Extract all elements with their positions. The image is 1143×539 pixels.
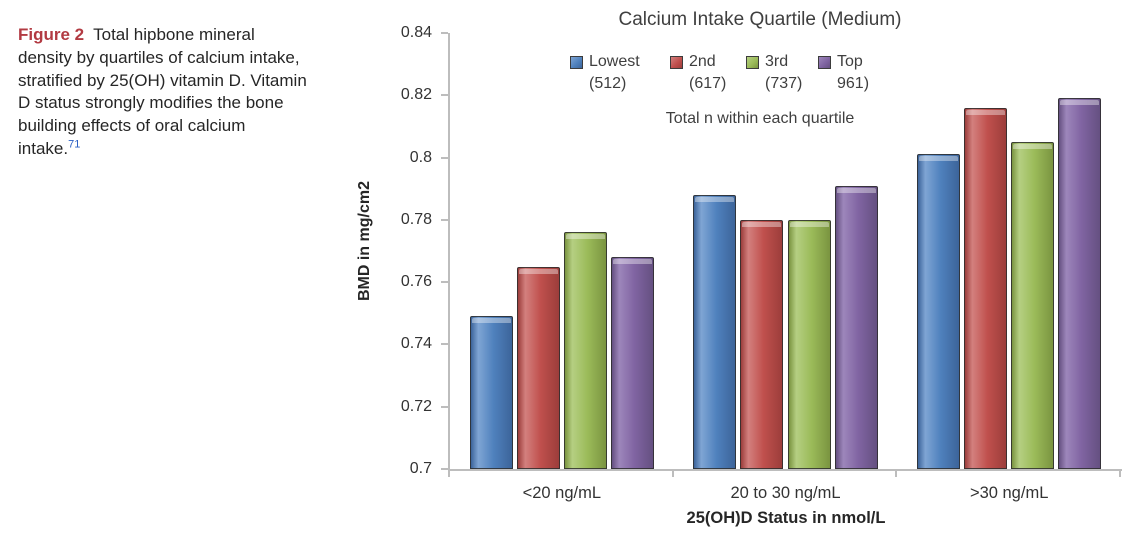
legend-item-lowest: Lowest (512) [570,51,670,95]
y-tick-label: 0.8 [409,148,432,166]
legend-note: Total n within each quartile [665,110,855,127]
bar-2nd--30-ng-ml [964,107,1008,469]
y-tick-label: 0.78 [400,210,432,228]
x-tick-mark [1119,469,1121,477]
y-tick-mark [441,32,448,34]
y-tick-mark [441,218,448,221]
y-tick-mark [441,156,448,159]
y-tick-mark [441,94,448,97]
y-tick-mark [441,281,448,284]
bar-3rd--20-ng-ml [563,232,607,469]
figure-caption: Figure 2 Total hipbone mineral density by… [18,24,310,161]
y-tick-mark [441,468,448,470]
legend-row: Lowest [570,51,670,73]
legend-row: Top [818,51,878,73]
x-axis-line [448,469,1122,471]
legend-label: 2nd [689,53,716,70]
legend-row: 2nd [670,51,746,73]
figure-caption-label: Figure 2 [18,25,85,44]
legend-marker-2nd [670,55,683,69]
x-category-label: >30 ng/mL [969,484,1049,502]
legend-item-2nd: 2nd (617) [670,51,746,95]
legend-item-3rd: 3rd (737) [746,51,818,95]
bar-3rd--30-ng-ml [1011,142,1055,469]
x-tick-mark [448,469,450,477]
legend-row: 3rd [746,51,818,73]
bar-lowest--20-ng-ml [469,316,513,469]
y-tick-label: 0.72 [400,397,432,415]
y-tick-label: 0.82 [400,86,432,104]
x-axis-title: 25(OH)D Status in nmol/L [686,509,886,527]
legend-label: Lowest [589,53,640,70]
figure-caption-text: Total hipbone mineral density by quartil… [18,25,307,158]
bar-lowest-20-to-30-ng-ml [693,194,737,469]
y-tick-label: 0.76 [400,273,432,291]
legend-marker-lowest [570,55,583,69]
legend-marker-3rd [746,55,759,69]
legend-count: 961) [837,75,870,92]
legend-label: 3rd [765,53,789,70]
x-category-label: 20 to 30 ng/mL [730,484,841,502]
legend-item-top: Top 961) [818,51,878,95]
chart-title: Calcium Intake Quartile (Medium) [618,9,902,30]
legend-count: (617) [689,75,727,92]
y-tick-mark [441,405,448,408]
bar-2nd-20-to-30-ng-ml [740,219,784,469]
bar-3rd-20-to-30-ng-ml [787,219,831,469]
legend-marker-top [818,55,831,69]
bar-lowest--30-ng-ml [916,154,960,469]
bar-top--20-ng-ml [611,257,655,469]
y-tick-label: 0.74 [400,335,432,353]
x-tick-mark [671,469,674,477]
bar-top-20-to-30-ng-ml [834,185,878,469]
legend-label: Top [837,53,863,70]
x-tick-mark [895,469,898,477]
bar-top--30-ng-ml [1058,98,1102,469]
bar-2nd--20-ng-ml [516,266,560,469]
legend-count: (512) [589,75,627,92]
y-axis-line [448,33,450,471]
x-category-label: <20 ng/mL [522,484,602,502]
y-tick-mark [441,343,448,346]
figure-caption-reference: 71 [68,138,81,151]
y-tick-label: 0.84 [400,24,432,41]
y-tick-label: 0.7 [409,460,432,477]
chart-legend: Lowest (512) 2nd (617) 3rd (737) Top 961) [570,51,878,95]
legend-count: (737) [765,75,803,92]
